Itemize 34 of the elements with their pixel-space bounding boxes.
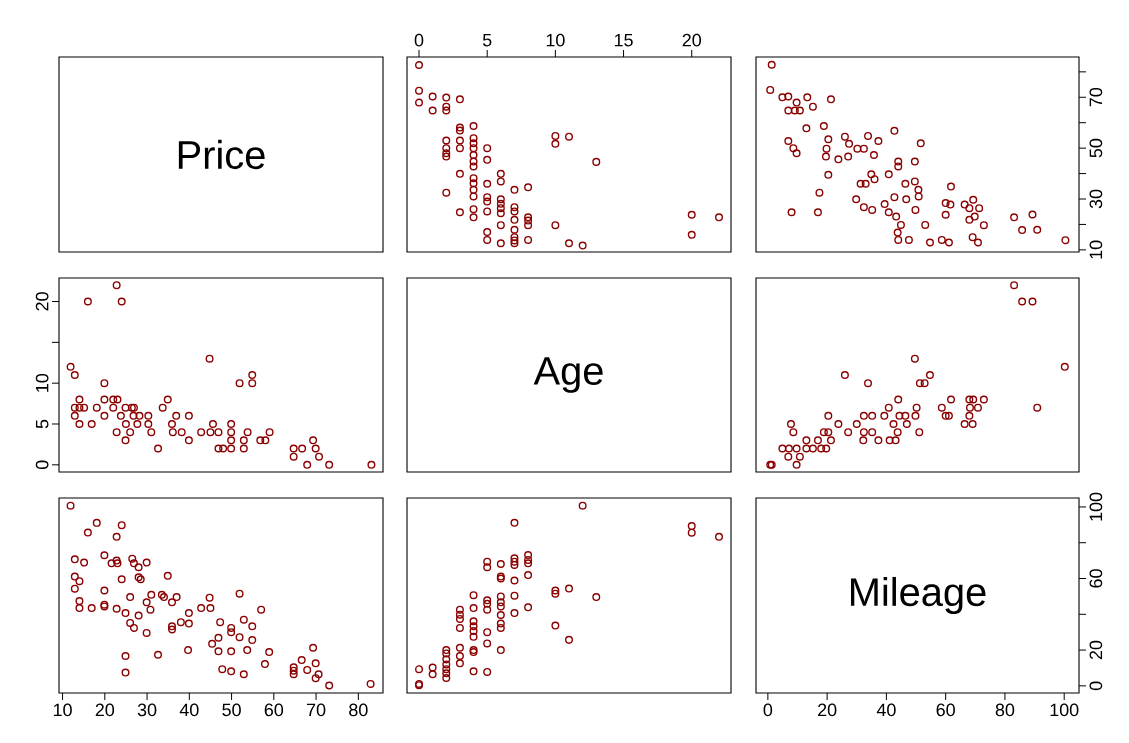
x-tick-label: 20 — [818, 703, 837, 717]
annotation: Mileage — [851, 576, 986, 615]
x-tick-label: 70 — [307, 703, 326, 717]
x-tick-label: 30 — [137, 703, 157, 717]
y-tick-label: 10 — [1089, 240, 1103, 259]
y-tick-label: 20 — [35, 292, 49, 311]
y-tick-label: 70 — [1089, 88, 1103, 107]
y-tick-label: 0 — [1089, 681, 1103, 691]
x-tick-label: 5 — [482, 33, 492, 47]
x-tick-label: 20 — [95, 703, 115, 717]
x-tick-label: 10 — [546, 33, 565, 47]
y-tick-label: 20 — [1089, 640, 1103, 660]
y-tick-label: 0 — [35, 460, 49, 470]
y-tick-label: 10 — [35, 373, 49, 392]
text: Age — [533, 357, 603, 393]
y-tick-label: 60 — [1089, 569, 1103, 588]
y-tick-label: 5 — [35, 419, 49, 429]
y-tick-label: 50 — [1089, 138, 1103, 158]
text: Price — [178, 139, 265, 170]
x-tick-label: 10 — [53, 703, 72, 717]
x-tick-label: 15 — [614, 33, 633, 47]
x-tick-label: 0 — [763, 703, 773, 717]
x-tick-label: 80 — [349, 703, 368, 717]
x-tick-label: 100 — [1050, 703, 1079, 717]
x-tick-label: 40 — [876, 703, 896, 717]
x-tick-label: 60 — [936, 703, 955, 717]
x-tick-label: 40 — [179, 703, 199, 717]
y-tick-label: 30 — [1089, 189, 1103, 209]
x-tick-label: 80 — [995, 703, 1015, 717]
x-tick-label: 60 — [264, 703, 284, 717]
x-tick-label: 50 — [222, 703, 241, 717]
x-tick-label: 0 — [414, 33, 424, 47]
x-tick-label: 20 — [682, 33, 702, 47]
y-tick-label: 100 — [1089, 492, 1103, 521]
